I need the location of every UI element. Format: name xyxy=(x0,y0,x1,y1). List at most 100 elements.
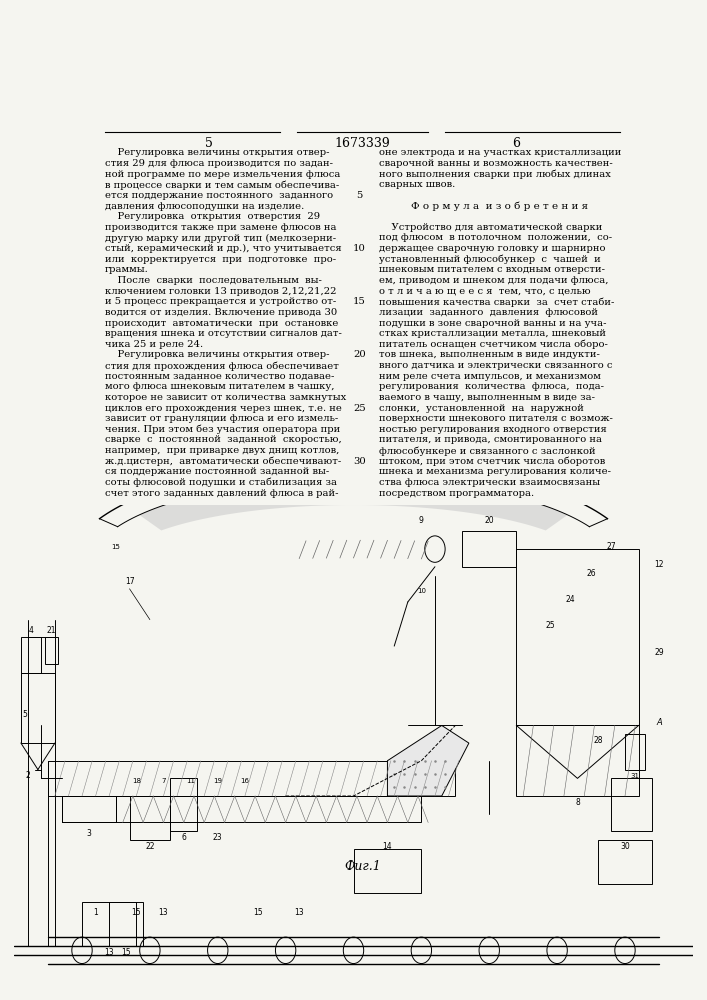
Text: ется поддержание постоянного  заданного: ется поддержание постоянного заданного xyxy=(105,191,333,200)
Text: например,  при приварке двух днищ котлов,: например, при приварке двух днищ котлов, xyxy=(105,446,339,455)
Text: 16: 16 xyxy=(240,778,250,784)
Text: 2: 2 xyxy=(25,771,30,780)
Text: 15: 15 xyxy=(122,948,131,957)
Text: Регулировка  открытия  отверстия  29: Регулировка открытия отверстия 29 xyxy=(105,212,320,221)
Text: зависит от грануляции флюса и его измель-: зависит от грануляции флюса и его измель… xyxy=(105,414,338,423)
Text: в процессе сварки и тем самым обеспечива-: в процессе сварки и тем самым обеспечива… xyxy=(105,180,339,190)
Text: 18: 18 xyxy=(132,778,141,784)
Text: 20: 20 xyxy=(354,350,366,359)
Text: 29: 29 xyxy=(654,648,664,657)
Text: ся поддержание постоянной заданной вы-: ся поддержание постоянной заданной вы- xyxy=(105,467,329,476)
Bar xyxy=(116,796,421,822)
Text: ключением головки 13 приводов 2,12,21,22: ключением головки 13 приводов 2,12,21,22 xyxy=(105,287,337,296)
Bar xyxy=(62,796,116,822)
Text: Регулировка величины открытия отвер-: Регулировка величины открытия отвер- xyxy=(105,350,329,359)
Text: 15: 15 xyxy=(354,297,366,306)
Text: Регулировка величины открытия отвер-: Регулировка величины открытия отвер- xyxy=(105,148,329,157)
Text: 26: 26 xyxy=(586,569,596,578)
Text: установленный флюсобункер  с  чашей  и: установленный флюсобункер с чашей и xyxy=(379,255,600,264)
Text: ваемого в чашу, выполненным в виде за-: ваемого в чашу, выполненным в виде за- xyxy=(379,393,595,402)
Bar xyxy=(129,796,170,840)
Text: 12: 12 xyxy=(654,560,664,569)
Text: 27: 27 xyxy=(607,542,617,551)
Text: 7: 7 xyxy=(161,778,165,784)
Bar xyxy=(170,778,197,831)
Text: водится от изделия. Включение привода 30: водится от изделия. Включение привода 30 xyxy=(105,308,337,317)
Text: 4: 4 xyxy=(29,626,33,635)
Text: давления флюсоподушки на изделие.: давления флюсоподушки на изделие. xyxy=(105,202,304,211)
Text: 1: 1 xyxy=(93,908,98,917)
Text: 21: 21 xyxy=(47,626,57,635)
Text: счет этого заданных давлений флюса в рай-: счет этого заданных давлений флюса в рай… xyxy=(105,489,339,498)
Text: ства флюса электрически взаимосвязаны: ства флюса электрически взаимосвязаны xyxy=(379,478,600,487)
Text: флюсобункере и связанного с заслонкой: флюсобункере и связанного с заслонкой xyxy=(379,446,595,456)
Text: вного датчика и электрически связанного с: вного датчика и электрически связанного … xyxy=(379,361,612,370)
Text: о т л и ч а ю щ е е с я  тем, что, с целью: о т л и ч а ю щ е е с я тем, что, с цель… xyxy=(379,287,590,296)
Text: питатель оснащен счетчиком числа оборо-: питатель оснащен счетчиком числа оборо- xyxy=(379,340,607,349)
Text: 15: 15 xyxy=(254,908,263,917)
Text: чения. При этом без участия оператора при: чения. При этом без участия оператора пр… xyxy=(105,425,340,434)
Text: После  сварки  последовательным  вы-: После сварки последовательным вы- xyxy=(105,276,322,285)
Bar xyxy=(28,637,55,946)
Text: сварочной ванны и возможность качествен-: сварочной ванны и возможность качествен- xyxy=(379,159,612,168)
Text: 17: 17 xyxy=(124,577,134,586)
Bar xyxy=(45,637,58,664)
Text: 28: 28 xyxy=(593,736,602,745)
Text: другую марку или другой тип (мелкозерни-: другую марку или другой тип (мелкозерни- xyxy=(105,233,336,243)
Text: 3: 3 xyxy=(86,829,91,838)
Text: граммы.: граммы. xyxy=(105,265,148,274)
Text: держащее сварочную головку и шарнирно: держащее сварочную головку и шарнирно xyxy=(379,244,605,253)
Text: 10: 10 xyxy=(354,244,366,253)
Text: стках кристаллизации металла, шнековый: стках кристаллизации металла, шнековый xyxy=(379,329,606,338)
Text: 8: 8 xyxy=(575,798,580,807)
Bar xyxy=(21,673,55,743)
Text: ной программе по мере измельчения флюса: ной программе по мере измельчения флюса xyxy=(105,170,340,179)
Text: ного выполнения сварки при любых длинах: ного выполнения сварки при любых длинах xyxy=(379,170,611,179)
Text: 20: 20 xyxy=(484,516,494,525)
Text: или  корректируется  при  подготовке  про-: или корректируется при подготовке про- xyxy=(105,255,336,264)
Text: циклов его прохождения через шнек, т.е. не: циклов его прохождения через шнек, т.е. … xyxy=(105,404,341,413)
Text: Фиг.1: Фиг.1 xyxy=(344,860,380,873)
Text: шнека и механизма регулирования количе-: шнека и механизма регулирования количе- xyxy=(379,467,611,476)
Text: посредством программатора.: посредством программатора. xyxy=(379,489,534,498)
Text: ж.д.цистерн,  автоматически обеспечивают-: ж.д.цистерн, автоматически обеспечивают- xyxy=(105,457,341,466)
Text: которое не зависит от количества замкнутых: которое не зависит от количества замкнут… xyxy=(105,393,346,402)
Text: 24: 24 xyxy=(566,595,575,604)
Text: мого флюса шнековым питателем в чашку,: мого флюса шнековым питателем в чашку, xyxy=(105,382,334,391)
Text: лизации  заданного  давления  флюсовой: лизации заданного давления флюсовой xyxy=(379,308,598,317)
Text: 23: 23 xyxy=(213,833,223,842)
Text: оне электрода и на участках кристаллизации: оне электрода и на участках кристаллизац… xyxy=(379,148,621,157)
Text: 30: 30 xyxy=(620,842,630,851)
Text: и 5 процесс прекращается и устройство от-: и 5 процесс прекращается и устройство от… xyxy=(105,297,336,306)
Text: происходит  автоматически  при  остановке: происходит автоматически при остановке xyxy=(105,319,338,328)
Text: подушки в зоне сварочной ванны и на уча-: подушки в зоне сварочной ванны и на уча- xyxy=(379,319,607,328)
Bar xyxy=(625,734,645,770)
Text: шнековым питателем с входным отверсти-: шнековым питателем с входным отверсти- xyxy=(379,265,604,274)
Text: 14: 14 xyxy=(382,842,392,851)
Text: 15: 15 xyxy=(132,908,141,917)
Bar xyxy=(462,531,516,567)
Text: тов шнека, выполненным в виде индукти-: тов шнека, выполненным в виде индукти- xyxy=(379,350,600,359)
Text: сварке  с  постоянной  заданной  скоростью,: сварке с постоянной заданной скоростью, xyxy=(105,435,341,444)
Text: под флюсом  в потолочном  положении,  со-: под флюсом в потолочном положении, со- xyxy=(379,233,612,242)
Text: 5: 5 xyxy=(205,137,213,150)
Text: ностью регулирования входного отверстия: ностью регулирования входного отверстия xyxy=(379,425,607,434)
Text: 10: 10 xyxy=(417,588,426,594)
Bar xyxy=(21,637,41,673)
Text: производится также при замене флюсов на: производится также при замене флюсов на xyxy=(105,223,337,232)
Bar xyxy=(48,761,455,796)
Text: 25: 25 xyxy=(354,404,366,413)
Text: 15: 15 xyxy=(112,544,120,550)
Text: 31: 31 xyxy=(631,773,640,779)
Polygon shape xyxy=(387,725,469,796)
Text: поверхности шнекового питателя с возмож-: поверхности шнекового питателя с возмож- xyxy=(379,414,613,423)
Text: сварных швов.: сварных швов. xyxy=(379,180,455,189)
Text: соты флюсовой подушки и стабилизация за: соты флюсовой подушки и стабилизация за xyxy=(105,478,337,487)
Text: постоянным заданное количество подавае-: постоянным заданное количество подавае- xyxy=(105,372,334,381)
Text: 6: 6 xyxy=(182,833,186,842)
Text: питателя, и привода, смонтированного на: питателя, и привода, смонтированного на xyxy=(379,435,602,444)
Text: 6: 6 xyxy=(512,137,520,150)
Text: стый, керамический и др.), что учитывается: стый, керамический и др.), что учитывает… xyxy=(105,244,341,253)
Text: 13: 13 xyxy=(294,908,304,917)
Text: слонки,  установленной  на  наружной: слонки, установленной на наружной xyxy=(379,404,584,413)
